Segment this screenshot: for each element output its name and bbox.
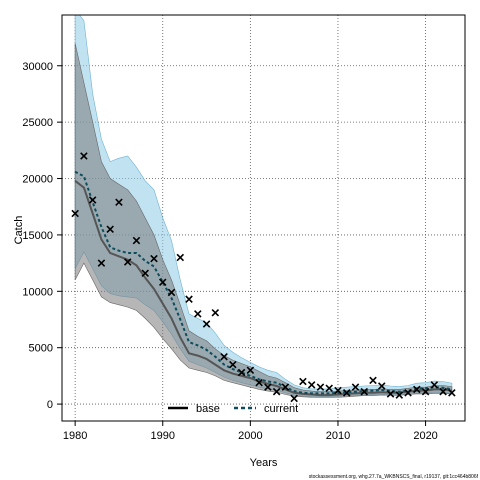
observed-point-1995 bbox=[202, 320, 211, 328]
grid bbox=[62, 15, 465, 421]
observed-point-1982 bbox=[88, 196, 97, 204]
observed-point-1987 bbox=[132, 236, 141, 245]
observed-point-2008 bbox=[316, 383, 325, 391]
observed-point-2010 bbox=[334, 386, 342, 395]
observed-point-1980 bbox=[71, 209, 79, 218]
observed-point-1983 bbox=[97, 259, 106, 267]
observed-point-2003 bbox=[272, 387, 281, 396]
observed-point-2009 bbox=[325, 384, 333, 393]
y-tick-label-4: 20000 bbox=[22, 174, 53, 186]
observed-point-2004 bbox=[281, 383, 290, 391]
observed-point-1998 bbox=[229, 360, 237, 369]
x-tick-label-1: 1990 bbox=[151, 430, 175, 442]
y-tick-label-1: 5000 bbox=[29, 343, 53, 355]
observed-point-1996 bbox=[211, 308, 220, 317]
observed-point-2017 bbox=[395, 391, 404, 399]
observed-point-2020 bbox=[421, 387, 430, 396]
x-axis-title: Years bbox=[250, 457, 278, 469]
observed-point-1997 bbox=[220, 352, 228, 361]
observed-point-2005 bbox=[290, 394, 298, 403]
source-caption: stockassessment.org, whg.27.7a_WKBNSCS_f… bbox=[309, 474, 479, 480]
observed-point-1991 bbox=[167, 288, 176, 297]
observed-point-1985 bbox=[115, 198, 123, 206]
observed-point-1999 bbox=[237, 368, 246, 377]
observed-point-1994 bbox=[194, 310, 202, 318]
observed-point-1981 bbox=[80, 152, 88, 160]
observed-point-2022 bbox=[439, 387, 447, 396]
y-tick-label-6: 30000 bbox=[22, 61, 53, 73]
observed-point-1986 bbox=[123, 258, 132, 266]
y-tick-label-5: 25000 bbox=[22, 117, 53, 129]
plot-frame bbox=[61, 14, 466, 422]
observed-point-2012 bbox=[351, 383, 360, 391]
observed-point-2014 bbox=[369, 376, 377, 385]
observed-point-2011 bbox=[342, 389, 351, 397]
x-tick-label-3: 2010 bbox=[326, 430, 350, 442]
observed-point-2000 bbox=[246, 366, 255, 375]
observed-point-2015 bbox=[378, 382, 386, 390]
x-tick-label-0: 1980 bbox=[63, 430, 87, 442]
observed-point-1993 bbox=[185, 295, 193, 303]
band-base bbox=[74, 43, 453, 398]
observed-point-2016 bbox=[386, 390, 395, 398]
y-tick-label-0: 0 bbox=[47, 399, 53, 411]
observed-point-1990 bbox=[158, 278, 167, 287]
legend-current-label: current bbox=[264, 403, 298, 415]
observed-point-2019 bbox=[413, 385, 421, 394]
observed-point-2018 bbox=[404, 389, 412, 397]
observed-point-1989 bbox=[150, 254, 158, 263]
observed-point-2013 bbox=[360, 387, 369, 396]
observed-point-2006 bbox=[299, 377, 307, 386]
observed-point-2023 bbox=[448, 389, 456, 397]
x-tick-label-2: 2000 bbox=[238, 430, 262, 442]
x-tick-label-4: 2020 bbox=[413, 430, 437, 442]
y-axis-title: Catch bbox=[13, 216, 25, 245]
y-tick-label-2: 10000 bbox=[22, 286, 53, 298]
confidence-bands bbox=[74, 15, 453, 398]
line-current bbox=[74, 170, 453, 395]
legend-base-label: base bbox=[196, 403, 220, 415]
observed-point-1984 bbox=[106, 225, 114, 234]
observed-point-2001 bbox=[255, 378, 263, 387]
observed-points bbox=[71, 152, 456, 403]
observed-point-2002 bbox=[264, 383, 272, 391]
observed-point-2007 bbox=[307, 381, 316, 389]
axes: 1980 1990 2000 2010 2020 0 5000 10000 15000 20000… bbox=[22, 61, 437, 442]
observed-point-2021 bbox=[430, 381, 439, 389]
observed-point-1988 bbox=[141, 269, 149, 278]
observed-point-1992 bbox=[176, 253, 185, 262]
y-tick-label-3: 15000 bbox=[22, 230, 53, 242]
legend: base current bbox=[168, 403, 298, 415]
